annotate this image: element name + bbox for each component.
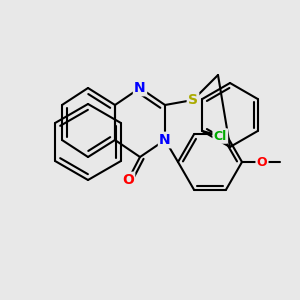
Text: N: N bbox=[134, 81, 146, 95]
Text: N: N bbox=[159, 133, 171, 147]
Text: O: O bbox=[257, 155, 267, 169]
Text: O: O bbox=[122, 173, 134, 187]
Text: S: S bbox=[188, 93, 198, 107]
Text: Cl: Cl bbox=[214, 130, 227, 142]
